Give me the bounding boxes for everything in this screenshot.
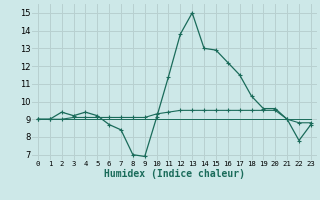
X-axis label: Humidex (Indice chaleur): Humidex (Indice chaleur) (104, 169, 245, 179)
